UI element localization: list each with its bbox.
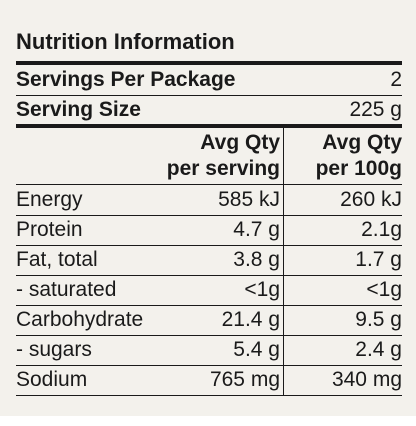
- nutrient-label: Fat, total: [16, 248, 98, 271]
- per-serving-value: <1g: [244, 278, 280, 301]
- per-100g-value: 9.5 g: [355, 308, 402, 331]
- rule: [16, 61, 402, 65]
- per-serving-value: 5.4 g: [233, 338, 280, 361]
- nutrient-label: Sodium: [16, 368, 88, 391]
- per-serving-value: 3.8 g: [233, 248, 280, 271]
- summary-value: 2: [390, 68, 402, 91]
- nutrition-panel: Nutrition Information Servings Per Packa…: [0, 0, 416, 416]
- rule: [16, 335, 402, 336]
- nutrient-label: - saturated: [16, 278, 117, 301]
- rule: [16, 365, 402, 366]
- summary-value: 225 g: [349, 98, 402, 121]
- per-100g-value: 2.1g: [361, 218, 402, 241]
- nutrient-label: Protein: [16, 218, 83, 241]
- rule: [16, 275, 402, 276]
- rule: [16, 245, 402, 246]
- per-serving-value: 765 mg: [209, 368, 280, 391]
- nutrient-label: Carbohydrate: [16, 308, 144, 331]
- column-header: Avg Qty: [322, 131, 402, 154]
- column-divider: [283, 128, 284, 396]
- title: Nutrition Information: [16, 29, 235, 54]
- per-100g-value: 260 kJ: [340, 188, 402, 211]
- per-100g-value: 340 mg: [331, 368, 402, 391]
- per-serving-value: 585 kJ: [218, 188, 280, 211]
- summary-label: Servings Per Package: [16, 68, 236, 91]
- rule: [16, 395, 402, 396]
- column-header: Avg Qty: [200, 131, 280, 154]
- nutrient-label: Energy: [16, 188, 83, 211]
- rule: [16, 305, 402, 306]
- column-header: per serving: [166, 157, 280, 180]
- per-serving-value: 4.7 g: [233, 218, 280, 241]
- rule: [16, 184, 402, 185]
- nutrient-label: - sugars: [16, 338, 92, 361]
- per-100g-value: <1g: [366, 278, 402, 301]
- per-serving-value: 21.4 g: [221, 308, 280, 331]
- summary-label: Serving Size: [16, 98, 141, 121]
- rule: [16, 95, 402, 96]
- rule: [16, 124, 402, 128]
- per-100g-value: 1.7 g: [355, 248, 402, 271]
- column-header: per 100g: [315, 157, 402, 180]
- per-100g-value: 2.4 g: [355, 338, 402, 361]
- rule: [16, 215, 402, 216]
